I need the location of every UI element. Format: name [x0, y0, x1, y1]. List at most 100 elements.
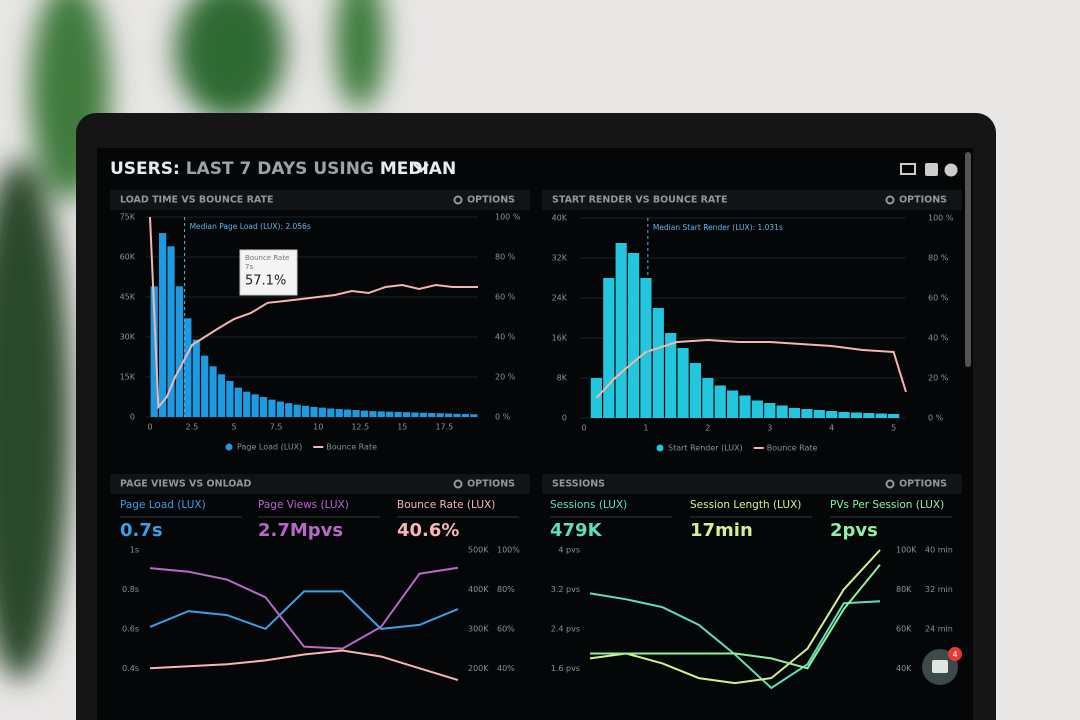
y3-tick-label: 24 min	[925, 624, 953, 633]
y2-tick-label: 100 %	[928, 214, 954, 223]
histogram-bar	[813, 410, 825, 418]
histogram-bar	[209, 366, 217, 417]
dropdown-chevron[interactable]	[413, 163, 429, 173]
histogram-bar	[727, 390, 739, 418]
x-tick-label: 0	[581, 424, 586, 433]
options-button[interactable]: OPTIONS	[899, 195, 947, 206]
options-icon	[453, 195, 463, 205]
chart-panel: PAGE VIEWS VS ONLOAD OPTIONS 0.4s 0.6s 0.8s 1…	[110, 474, 530, 682]
share-icon[interactable]	[925, 163, 938, 176]
legend-marker	[225, 443, 233, 451]
histogram-bar	[386, 411, 394, 417]
histogram-bar	[444, 413, 453, 417]
tooltip-value: 57.1%	[245, 274, 286, 289]
metric-value: 0.7s	[120, 520, 163, 541]
histogram-bar	[285, 403, 293, 417]
screen	[97, 148, 973, 720]
panel-title: START RENDER VS BOUNCE RATE	[552, 195, 728, 206]
histogram-bar	[739, 395, 751, 418]
x-tick-label: 5	[891, 424, 896, 433]
histogram-bar	[714, 385, 726, 418]
panel-header	[110, 190, 530, 210]
histogram-bar	[640, 278, 652, 418]
y2-tick-label: 60 %	[495, 293, 516, 302]
x-tick-label: 2.5	[186, 423, 199, 432]
y2-tick-label: 200K	[468, 664, 489, 673]
metric-value: 40.6%	[397, 520, 459, 541]
y2-tick-label: 40 %	[495, 333, 516, 342]
histogram-bar	[159, 233, 167, 417]
y2-tick-label: 40 %	[928, 334, 949, 343]
panel-header	[542, 190, 962, 210]
histogram-bar	[251, 394, 259, 417]
options-button[interactable]: OPTIONS	[467, 479, 515, 490]
y-tick-label: 0.4s	[122, 664, 139, 673]
histogram-bar	[150, 286, 158, 417]
histogram-bar	[615, 243, 627, 418]
y-tick-label: 15K	[120, 373, 136, 382]
y-tick-label: 60K	[120, 253, 136, 262]
histogram-bar	[377, 411, 385, 417]
histogram-bar	[863, 413, 875, 418]
y2-tick-label: 500K	[468, 546, 489, 555]
panel-header	[542, 474, 962, 494]
metric-label: Page Views (LUX)	[258, 499, 349, 511]
histogram-bar	[402, 412, 411, 417]
histogram-bar	[352, 410, 360, 417]
y-tick-label: 1s	[130, 546, 139, 555]
title-prefix: USERS:	[110, 159, 180, 179]
series-line	[149, 590, 459, 631]
chart-panel: START RENDER VS BOUNCE RATE OPTIONS 0 8K 16K…	[542, 190, 962, 453]
options-icon	[453, 479, 463, 489]
title-using: USING	[313, 159, 374, 179]
y3-tick-label: 32 min	[925, 585, 953, 594]
histogram-bar	[764, 403, 776, 418]
histogram-bar	[217, 374, 226, 417]
y2-tick-label: 80K	[896, 585, 912, 594]
histogram-bar	[677, 348, 689, 418]
y-tick-label: 0	[562, 414, 567, 423]
y2-tick-label: 100 %	[495, 213, 521, 222]
x-tick-label: 0	[147, 423, 152, 432]
histogram-bar	[776, 405, 788, 418]
options-button[interactable]: OPTIONS	[899, 479, 947, 490]
chart-panel: SESSIONS OPTIONS 1.6 pvs 2.4 pvs 3.2 pvs 4 pv…	[542, 474, 962, 690]
series-line	[590, 564, 881, 670]
y-tick-label: 0.6s	[122, 624, 139, 633]
panel-title: PAGE VIEWS VS ONLOAD	[120, 479, 251, 490]
y-tick-label: 0	[130, 413, 135, 422]
y3-tick-label: 100%	[497, 546, 520, 555]
panel-title: LOAD TIME VS BOUNCE RATE	[120, 195, 274, 206]
histogram-bar	[335, 409, 343, 417]
histogram-bar	[310, 406, 318, 417]
legend-label: Page Load (LUX)	[237, 443, 302, 452]
metric-value: 17min	[690, 520, 753, 541]
histogram-bar	[226, 381, 234, 417]
y2-tick-label: 40K	[896, 664, 912, 673]
histogram-bar	[293, 404, 301, 417]
histogram-bar	[394, 411, 402, 417]
y-tick-label: 8K	[557, 374, 568, 383]
monitor-icon[interactable]	[900, 163, 916, 175]
y-tick-label: 3.2 pvs	[551, 585, 580, 594]
histogram-bar	[453, 413, 461, 417]
help-icon[interactable]	[944, 163, 958, 177]
x-tick-label: 15	[397, 423, 407, 432]
histogram-bar	[369, 411, 377, 417]
y-tick-label: 2.4 pvs	[551, 624, 580, 633]
histogram-bar	[838, 412, 850, 418]
histogram-bar	[826, 411, 838, 418]
histogram-bar	[167, 246, 175, 417]
y3-tick-label: 40%	[497, 664, 515, 673]
y-tick-label: 45K	[120, 293, 136, 302]
y3-tick-label: 60%	[497, 624, 515, 633]
options-button[interactable]: OPTIONS	[467, 195, 515, 206]
histogram-bar	[665, 333, 677, 418]
y3-tick-label: 80%	[497, 585, 515, 594]
histogram-bar	[318, 407, 327, 417]
legend-label: Start Render (LUX)	[668, 444, 743, 453]
metric-label: PVs Per Session (LUX)	[830, 499, 944, 511]
tooltip-title: Bounce Rate	[245, 254, 289, 262]
y2-tick-label: 60K	[896, 624, 912, 633]
metric-label: Sessions (LUX)	[550, 499, 627, 511]
